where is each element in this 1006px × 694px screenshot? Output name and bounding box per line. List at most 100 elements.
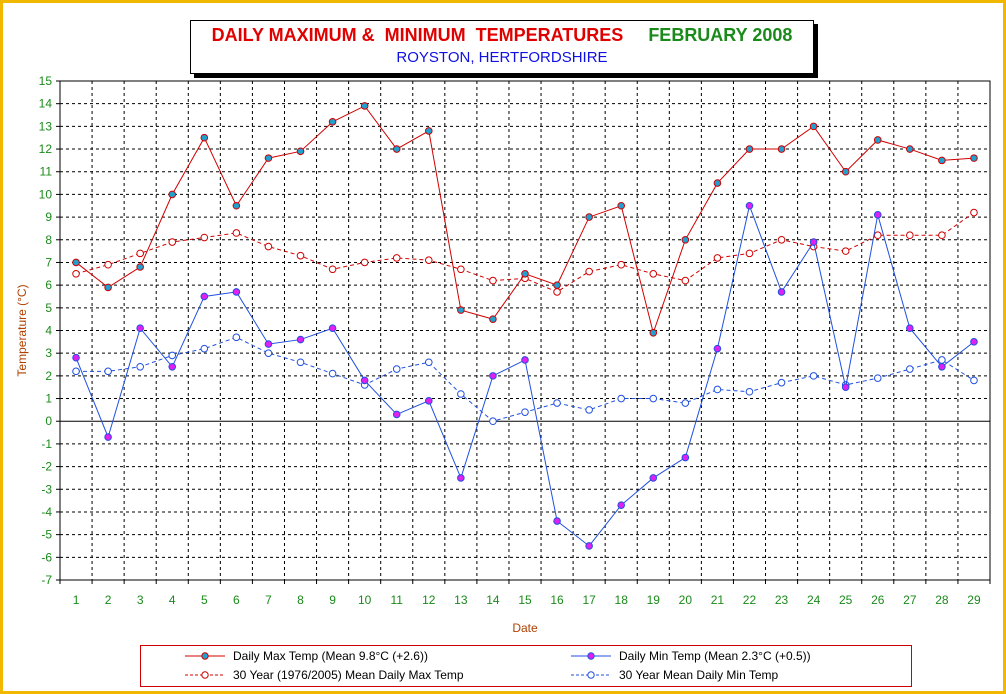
- y-axis-label: Temperature (°C): [15, 284, 29, 376]
- y-tick-label: 11: [40, 165, 53, 179]
- x-axis-label: Date: [512, 621, 538, 635]
- data-point-avg-min: [104, 367, 112, 376]
- data-point-avg-min: [232, 333, 241, 342]
- legend-label-max: Daily Max Temp (Mean 9.8°C (+2.6)): [233, 649, 428, 663]
- x-tick-label: 17: [582, 593, 596, 607]
- series-line-max: [75, 105, 975, 335]
- data-point-min: [392, 410, 401, 419]
- chart-title-main: DAILY MAXIMUM & MINIMUM TEMPERATURES: [211, 25, 624, 45]
- data-point-avg-min: [264, 349, 273, 357]
- legend-swatch-max: [185, 652, 225, 660]
- data-point-avg-min: [745, 387, 754, 396]
- data-point-avg-min: [906, 365, 914, 373]
- x-tick-label: 25: [839, 593, 853, 607]
- y-tick-label: 9: [45, 210, 52, 224]
- y-tick-label: 1: [45, 392, 52, 406]
- y-tick-label: -5: [41, 528, 52, 542]
- data-point-max: [264, 154, 273, 162]
- legend-swatch-avg-min: [571, 671, 611, 679]
- data-point-avg-min: [489, 417, 497, 426]
- data-point-avg-min: [72, 367, 80, 376]
- x-tick-label: 4: [169, 593, 176, 607]
- data-point-avg-min: [681, 399, 690, 407]
- data-point-avg-min: [553, 399, 561, 407]
- data-point-avg-max: [489, 276, 497, 285]
- y-tick-label: -2: [41, 460, 52, 474]
- data-point-max: [521, 269, 529, 278]
- data-point-min: [521, 356, 529, 364]
- data-point-avg-min: [585, 406, 593, 414]
- x-tick-label: 14: [486, 593, 500, 607]
- data-point-min: [296, 335, 305, 344]
- x-tick-label: 19: [647, 593, 661, 607]
- data-point-avg-max: [232, 229, 241, 237]
- data-point-avg-max: [360, 258, 369, 267]
- data-point-avg-min: [521, 408, 529, 416]
- x-tick-label: 10: [358, 593, 372, 607]
- x-tick-label: 12: [422, 593, 436, 607]
- y-tick-label: -1: [41, 437, 52, 451]
- data-point-avg-min: [873, 374, 882, 382]
- data-point-avg-max: [328, 265, 337, 274]
- data-point-avg-min: [649, 394, 658, 403]
- x-tick-label: 21: [711, 593, 725, 607]
- data-point-avg-min: [296, 358, 305, 367]
- data-point-max: [360, 102, 369, 110]
- y-tick-label: 10: [39, 187, 53, 201]
- data-point-avg-max: [585, 267, 593, 276]
- y-tick-label: -7: [41, 573, 52, 587]
- x-tick-label: 23: [775, 593, 789, 607]
- data-point-avg-max: [841, 247, 850, 255]
- data-point-min: [489, 372, 497, 380]
- data-point-max: [232, 201, 241, 210]
- data-point-min: [136, 324, 144, 333]
- data-point-max: [649, 328, 658, 337]
- data-point-max: [296, 147, 305, 156]
- data-point-max: [873, 136, 882, 144]
- data-point-avg-min: [777, 378, 786, 387]
- data-point-min: [938, 362, 946, 371]
- data-point-min: [232, 288, 241, 296]
- legend-item-avg-max: 30 Year (1976/2005) Mean Daily Max Temp: [185, 666, 464, 684]
- y-tick-label: 4: [45, 324, 52, 338]
- data-point-max: [809, 122, 818, 131]
- chart-title: DAILY MAXIMUM & MINIMUM TEMPERATURES FEB…: [191, 25, 813, 46]
- x-tick-label: 18: [615, 593, 629, 607]
- y-tick-label: 15: [39, 74, 53, 88]
- data-point-avg-max: [553, 288, 561, 296]
- data-point-max: [136, 263, 144, 271]
- data-point-min: [649, 474, 658, 482]
- data-point-min: [906, 324, 914, 333]
- data-point-avg-max: [649, 269, 658, 278]
- data-point-max: [328, 118, 337, 126]
- data-point-avg-max: [457, 265, 465, 274]
- data-point-min: [681, 453, 690, 462]
- data-point-min: [873, 211, 882, 219]
- y-tick-label: -4: [41, 505, 52, 519]
- legend-swatch-avg-max: [185, 671, 225, 679]
- y-tick-label: 12: [39, 142, 53, 156]
- data-point-min: [104, 433, 112, 441]
- data-point-max: [72, 258, 80, 267]
- data-point-avg-max: [745, 249, 754, 258]
- x-tick-label: 27: [903, 593, 917, 607]
- y-tick-label: 0: [45, 414, 52, 428]
- data-point-min: [745, 201, 754, 210]
- x-tick-label: 6: [233, 593, 240, 607]
- legend-swatch-min: [571, 652, 611, 660]
- data-point-avg-min: [457, 390, 465, 398]
- data-point-min: [713, 344, 722, 353]
- data-point-min: [264, 340, 273, 348]
- data-point-min: [424, 397, 433, 405]
- data-point-avg-max: [392, 254, 401, 262]
- data-point-avg-min: [617, 394, 626, 403]
- legend-label-avg-max: 30 Year (1976/2005) Mean Daily Max Temp: [233, 668, 464, 682]
- data-point-avg-max: [970, 208, 978, 217]
- data-point-avg-max: [906, 231, 914, 240]
- data-point-avg-max: [200, 233, 209, 242]
- data-point-max: [681, 235, 690, 244]
- data-point-max: [938, 156, 946, 165]
- data-point-avg-min: [713, 385, 722, 394]
- data-point-avg-max: [104, 260, 112, 269]
